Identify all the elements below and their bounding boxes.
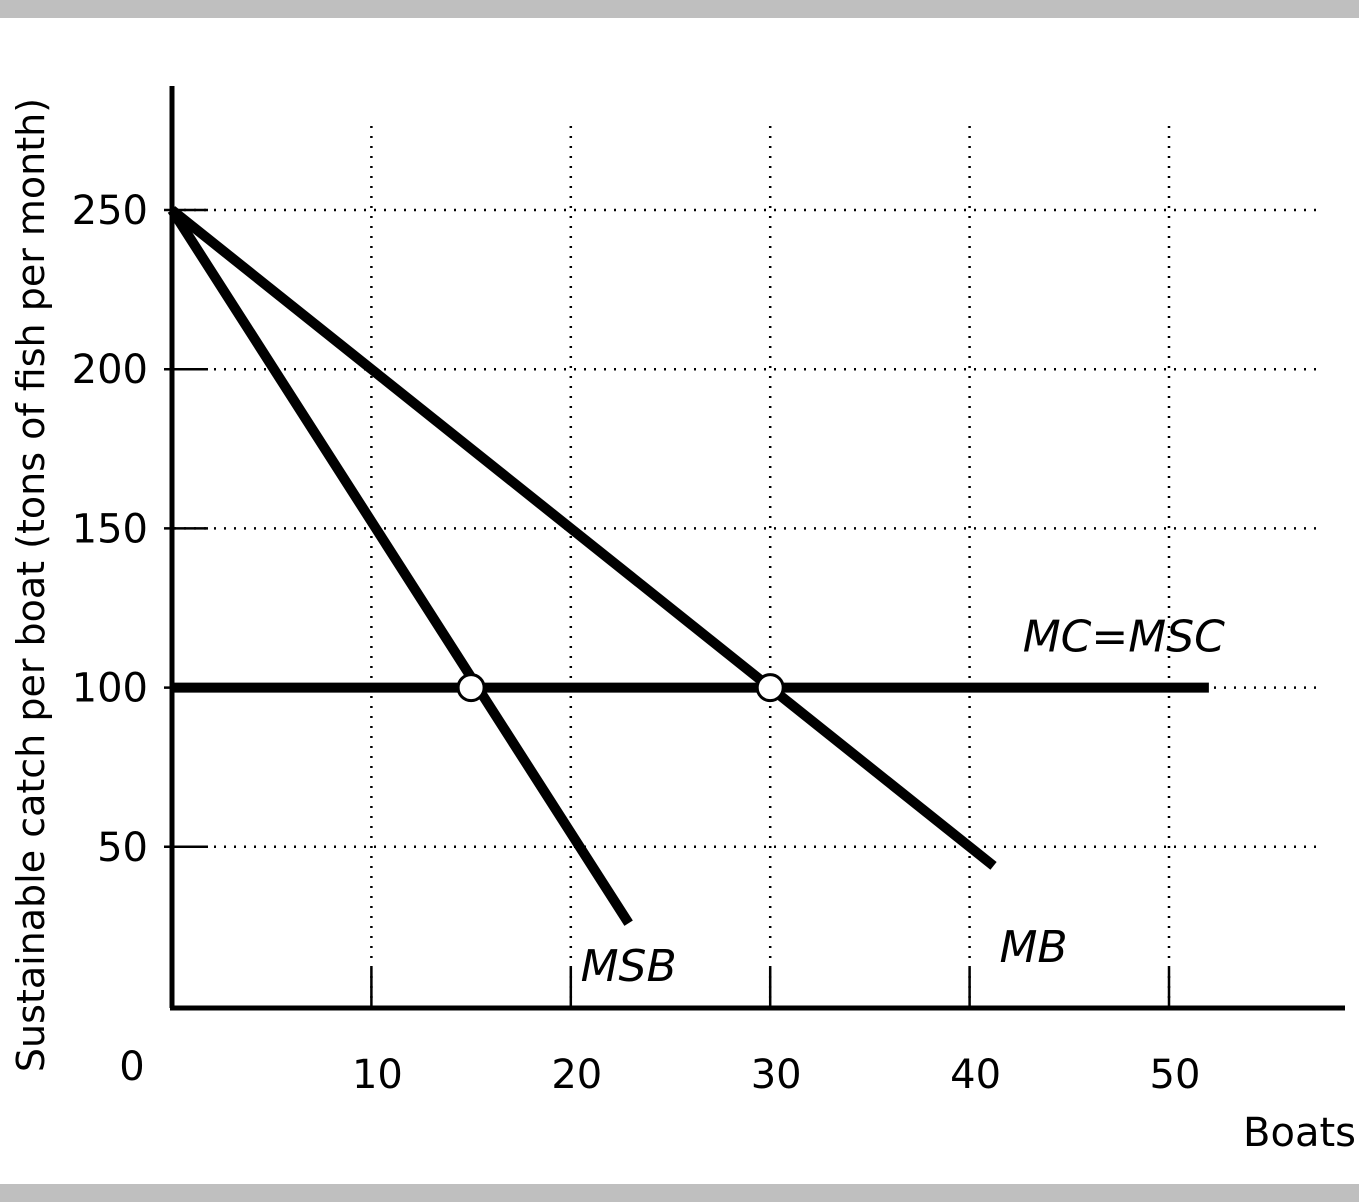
intersection-marker <box>456 673 486 703</box>
series-lines <box>167 206 1209 926</box>
series-line-mb <box>168 206 997 870</box>
y-tick-label: 100 <box>72 666 148 712</box>
series-line-msb <box>167 207 633 926</box>
x-tick-label: 40 <box>950 1052 1001 1098</box>
x-axis-label: Boats <box>1243 1110 1356 1156</box>
x-tick-label: 10 <box>352 1052 403 1098</box>
y-tick-label: 150 <box>72 506 148 552</box>
series-label: MB <box>999 922 1067 973</box>
series-label: MSB <box>581 941 677 992</box>
origin-label: 0 <box>119 1044 144 1090</box>
intersection-marker <box>755 673 785 703</box>
top-border-band <box>0 0 1359 18</box>
axes <box>169 86 1345 1011</box>
y-tick-label: 50 <box>97 825 148 871</box>
grid-lines <box>164 126 1318 1008</box>
bottom-border-band <box>0 1184 1359 1202</box>
y-tick-label: 200 <box>72 347 148 393</box>
x-tick-label: 50 <box>1150 1052 1201 1098</box>
labels: Sustainable catch per boat (tons of fish… <box>9 98 1356 1156</box>
y-tick-label: 250 <box>72 188 148 234</box>
series-label: MC=MSC <box>1023 612 1225 663</box>
x-tick-label: 20 <box>551 1052 602 1098</box>
x-tick-label: 30 <box>751 1052 802 1098</box>
y-axis-label: Sustainable catch per boat (tons of fish… <box>9 98 53 1072</box>
intersection-markers <box>456 673 785 703</box>
